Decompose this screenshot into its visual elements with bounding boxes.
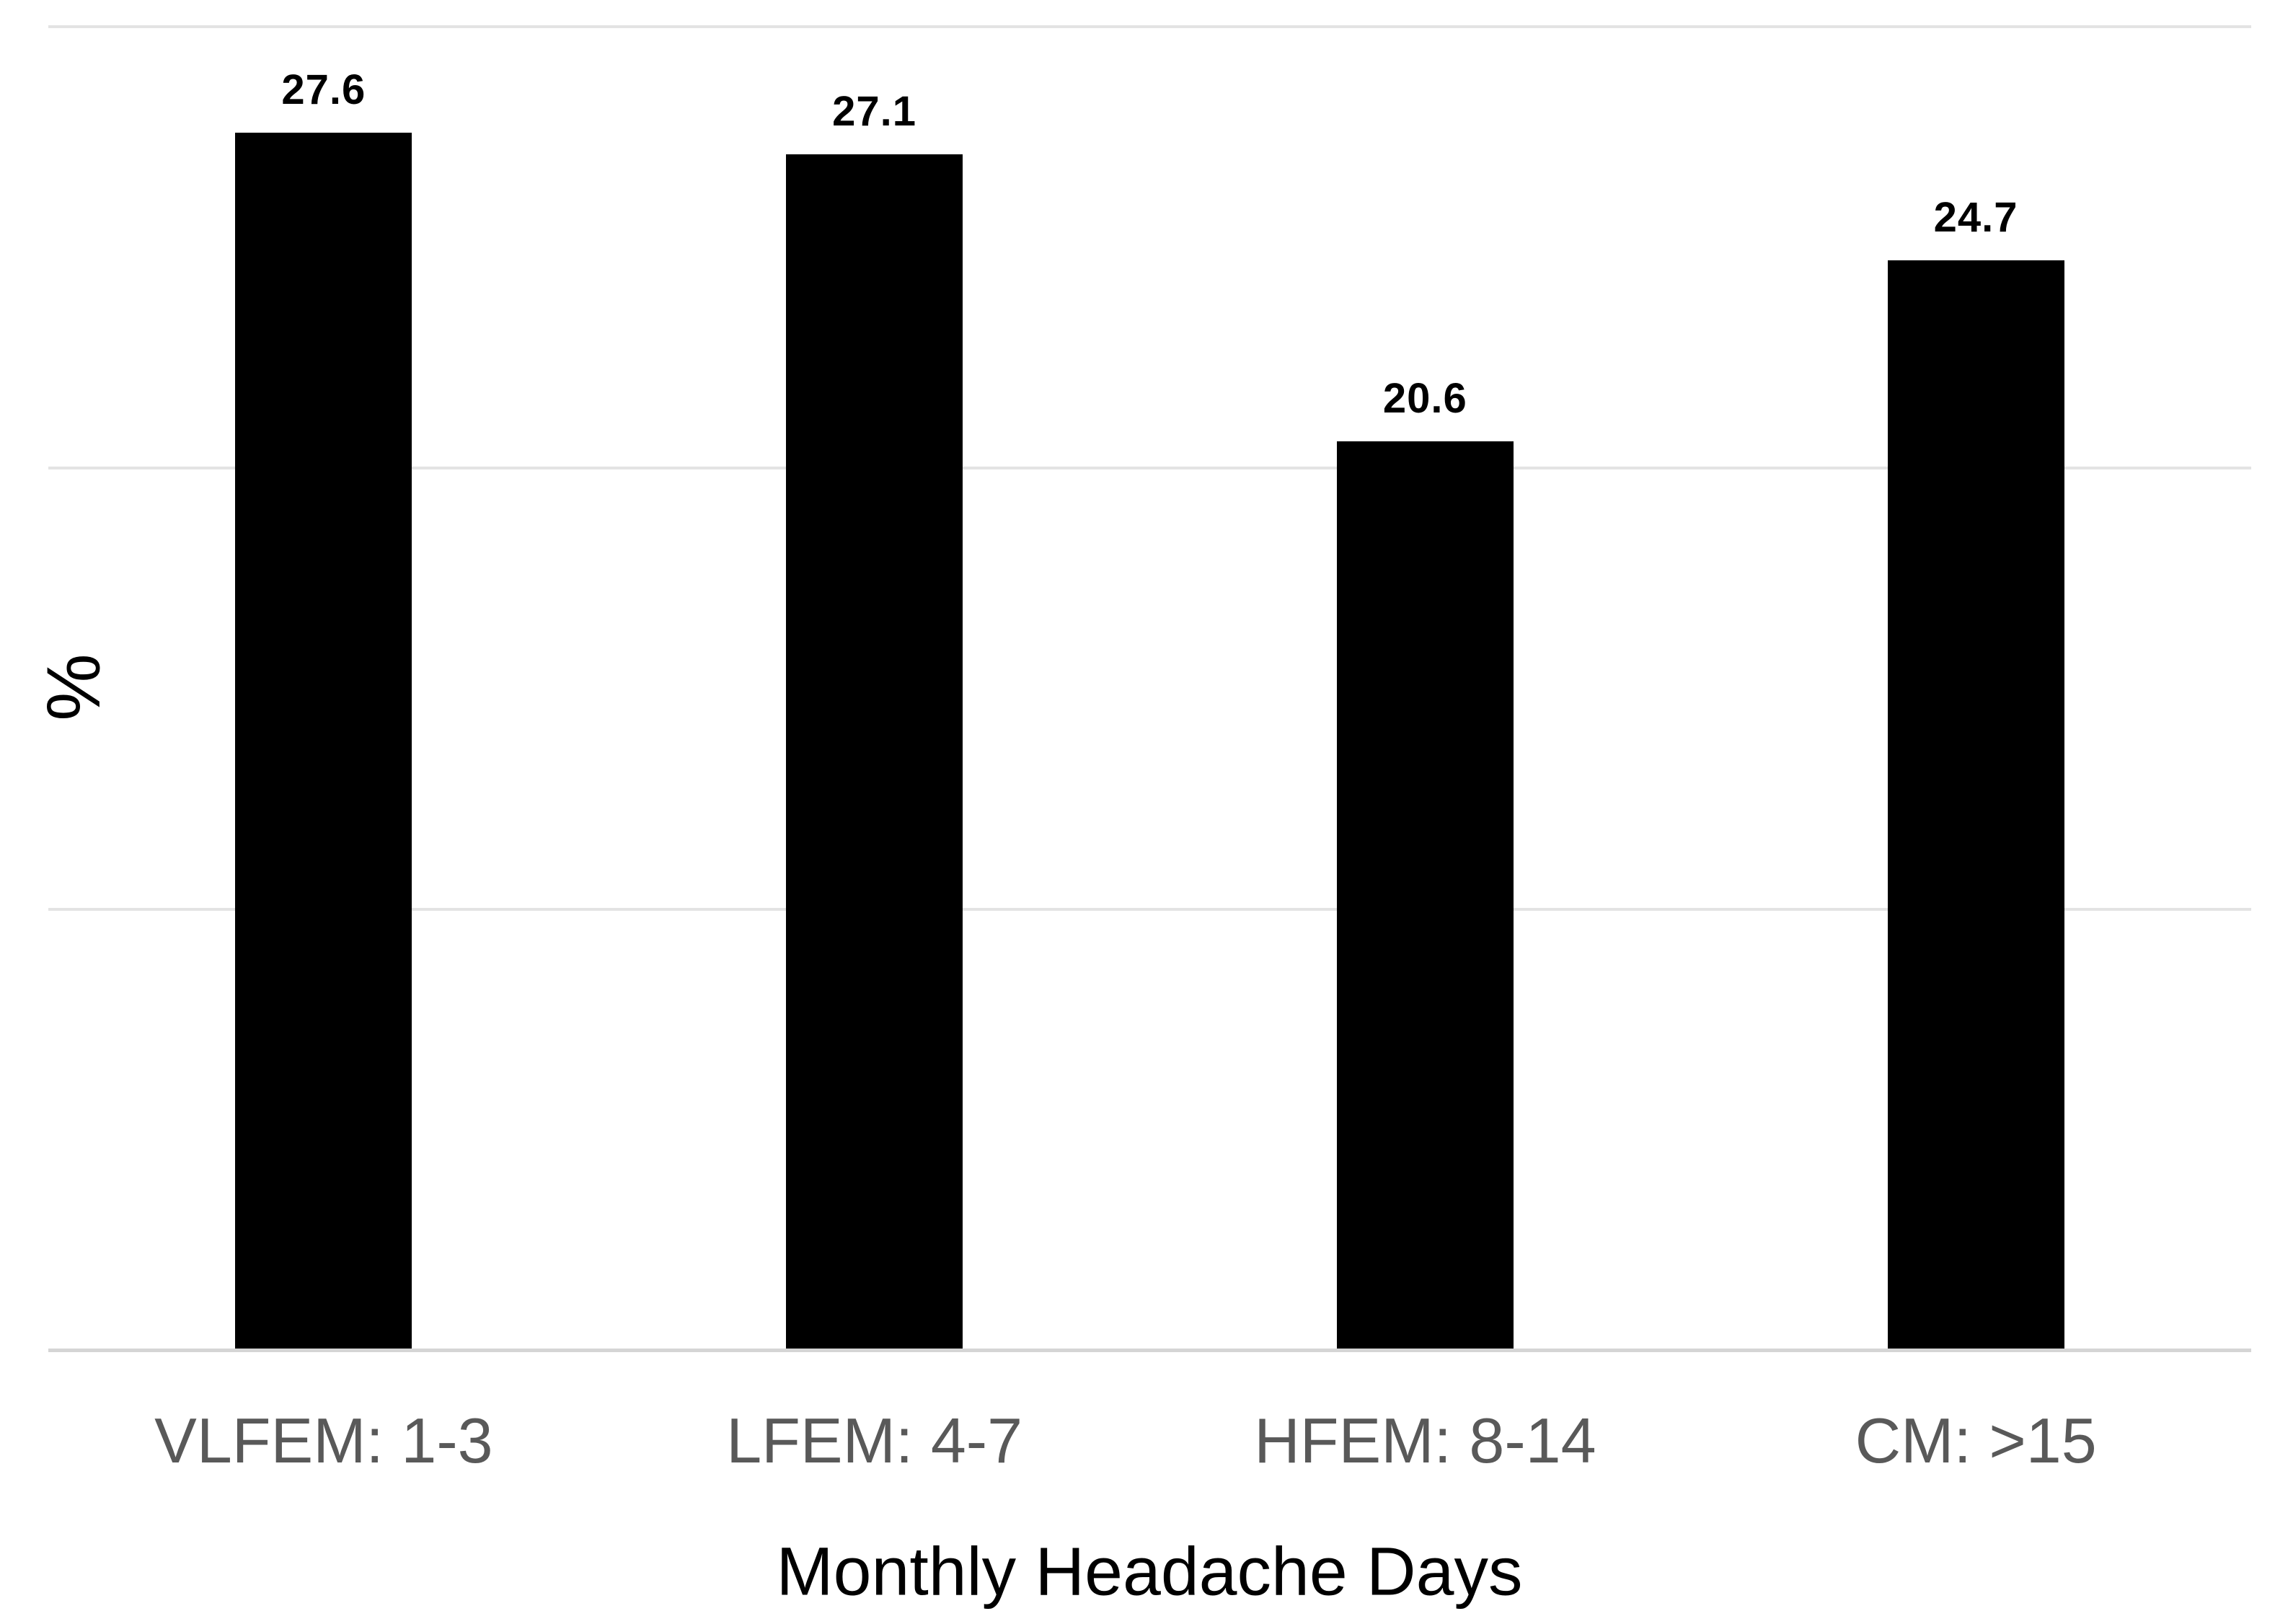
category-label: LFEM: 4-7 (726, 1405, 1023, 1476)
bar (1887, 260, 2064, 1351)
bars-row: 27.6 27.1 20.6 24.7 (48, 27, 2251, 1351)
bar-slot: 20.6 (1150, 27, 1701, 1351)
gridline (48, 25, 2251, 28)
bar-value-label: 27.1 (832, 88, 917, 136)
bar-value-label: 24.7 (1933, 194, 2018, 242)
category-labels-row: VLFEM: 1-3 LFEM: 4-7 HFEM: 8-14 CM: >15 (48, 1351, 2251, 1531)
bar-slot: 27.1 (599, 27, 1150, 1351)
bar (235, 132, 412, 1351)
bar-slot: 24.7 (1700, 27, 2251, 1351)
x-axis-line (48, 1349, 2251, 1352)
gridline (48, 466, 2251, 469)
gridline (48, 907, 2251, 911)
category-label: CM: >15 (1855, 1405, 2097, 1476)
bar-slot: 27.6 (48, 27, 599, 1351)
y-axis-title: % (32, 653, 116, 721)
plot-area: 27.6 27.1 20.6 24.7 (48, 25, 2251, 1352)
category-label: HFEM: 8-14 (1254, 1405, 1596, 1476)
x-axis-title: Monthly Headache Days (776, 1533, 1523, 1610)
bar-value-label: 20.6 (1382, 375, 1467, 423)
bar (786, 154, 963, 1351)
bar-value-label: 27.6 (281, 66, 366, 113)
category-label: VLFEM: 1-3 (154, 1405, 493, 1476)
bar (1336, 441, 1514, 1351)
